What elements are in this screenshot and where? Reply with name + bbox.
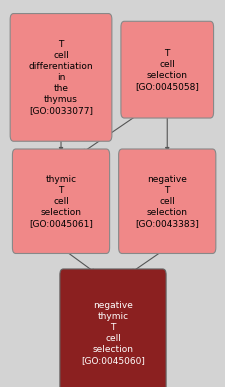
Text: negative
T
cell
selection
[GO:0043383]: negative T cell selection [GO:0043383]: [135, 175, 198, 228]
Text: T
cell
selection
[GO:0045058]: T cell selection [GO:0045058]: [135, 48, 198, 91]
Text: negative
thymic
T
cell
selection
[GO:0045060]: negative thymic T cell selection [GO:004…: [81, 301, 144, 365]
Text: T
cell
differentiation
in
the
thymus
[GO:0033077]: T cell differentiation in the thymus [GO…: [29, 39, 93, 115]
FancyBboxPatch shape: [10, 14, 111, 141]
Text: thymic
T
cell
selection
[GO:0045061]: thymic T cell selection [GO:0045061]: [29, 175, 92, 228]
FancyBboxPatch shape: [12, 149, 109, 253]
FancyBboxPatch shape: [118, 149, 215, 253]
FancyBboxPatch shape: [60, 269, 165, 387]
FancyBboxPatch shape: [120, 21, 213, 118]
